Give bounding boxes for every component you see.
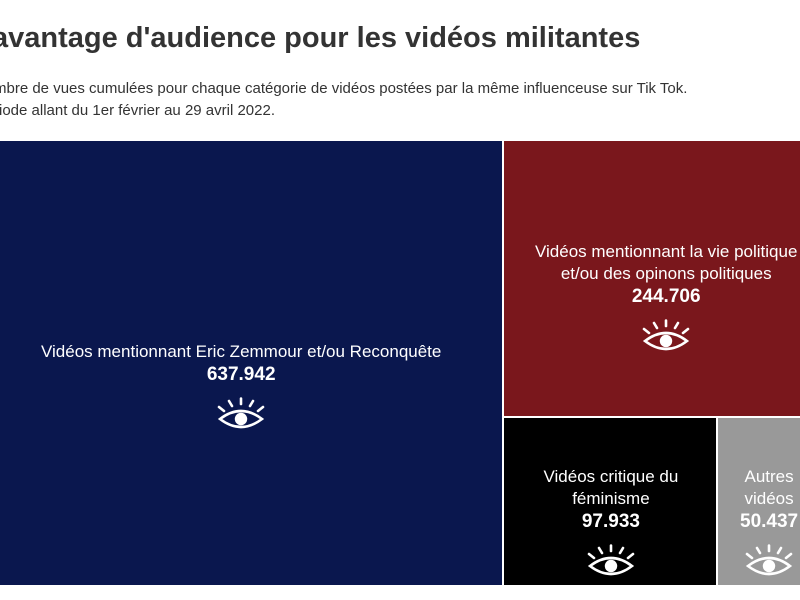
treemap-tile: Vidéos mentionnant la vie politique et/ou… xyxy=(503,140,800,417)
tile-label-line: Autres xyxy=(744,467,794,486)
tile-value: 97.933 xyxy=(581,511,640,532)
eye-icon xyxy=(741,544,797,578)
chart-subtitle: mbre de vues cumulées pour chaque catégo… xyxy=(0,78,687,122)
eye-icon xyxy=(638,319,694,353)
eye-icon xyxy=(583,544,639,578)
treemap-tile: Autres vidéos 50.437 xyxy=(717,417,800,586)
tile-label-line: Vidéos mentionnant Eric Zemmour et/ou Re… xyxy=(41,342,442,361)
tile-label-line: féminisme xyxy=(572,489,650,508)
tile-label: Vidéos mentionnant la vie politique et/ou… xyxy=(535,241,797,285)
tile-label: Vidéos critique du féminisme xyxy=(544,466,679,510)
tile-label-line: Vidéos critique du xyxy=(543,467,679,486)
tile-label-line: et/ou des opinons politiques xyxy=(560,264,772,283)
treemap-tile: Vidéos critique du féminisme 97.933 xyxy=(503,417,717,586)
chart-title: avantage d'audience pour les vidéos mili… xyxy=(0,22,641,54)
tile-content: Vidéos mentionnant Eric Zemmour et/ou Re… xyxy=(41,341,441,431)
subtitle-line-1: mbre de vues cumulées pour chaque catégo… xyxy=(0,80,688,97)
tile-content: Autres vidéos 50.437 xyxy=(740,466,798,578)
tile-value: 244.706 xyxy=(631,286,701,307)
eye-icon xyxy=(213,397,269,431)
tile-label-line: vidéos xyxy=(744,489,794,508)
tile-label: Autres vidéos xyxy=(740,466,798,510)
tile-label-line: Vidéos mentionnant la vie politique xyxy=(535,242,798,261)
tile-value: 50.437 xyxy=(740,511,799,532)
tile-label: Vidéos mentionnant Eric Zemmour et/ou Re… xyxy=(41,341,441,363)
tile-content: Vidéos critique du féminisme 97.933 xyxy=(544,466,679,578)
treemap-tile: Vidéos mentionnant Eric Zemmour et/ou Re… xyxy=(0,140,503,586)
subtitle-line-2: riode allant du 1er février au 29 avril … xyxy=(0,102,276,119)
tile-content: Vidéos mentionnant la vie politique et/ou… xyxy=(535,241,797,353)
tile-value: 637.942 xyxy=(206,364,276,385)
